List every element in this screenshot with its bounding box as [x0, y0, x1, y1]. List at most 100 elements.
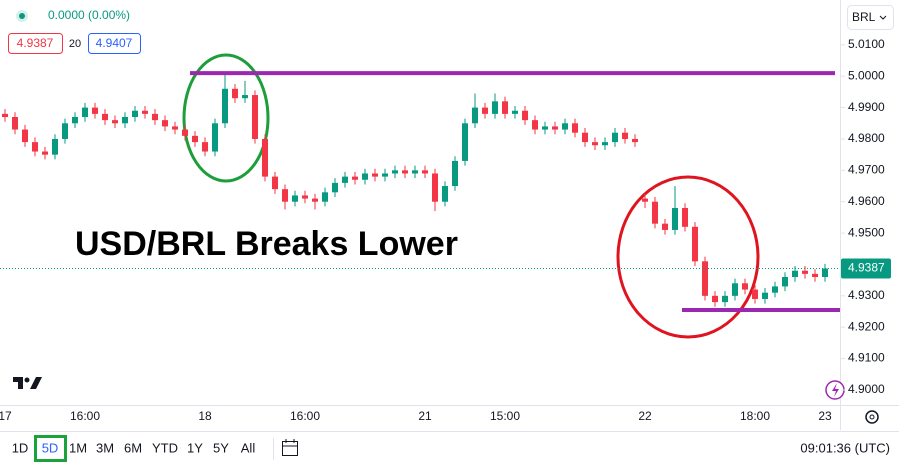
status-dot	[19, 13, 25, 19]
interval-button[interactable]: 1Y	[187, 440, 203, 455]
candle-body	[462, 123, 468, 161]
candle-body	[632, 138, 638, 143]
clock: 09:01:36 (UTC)	[800, 440, 890, 455]
candle-body	[52, 138, 58, 155]
candle-body	[662, 223, 668, 230]
last-price-label: 4.9387	[848, 261, 885, 275]
settings-button[interactable]	[865, 410, 879, 424]
dropdown-caret	[879, 15, 887, 20]
interval-button[interactable]: 3M	[96, 440, 114, 455]
candle-body	[332, 182, 338, 193]
candle-body	[812, 273, 818, 278]
candle-body	[352, 176, 358, 180]
candle-body	[302, 195, 308, 199]
alert-icon	[832, 383, 839, 397]
candle-body	[612, 132, 618, 143]
candle-body	[362, 173, 368, 180]
candle-body	[542, 126, 548, 130]
interval-button[interactable]: 1M	[69, 440, 87, 455]
candle-body	[592, 142, 598, 146]
interval-button[interactable]: 5Y	[213, 440, 229, 455]
x-tick-label: 16:00	[290, 409, 320, 423]
tv-logo	[13, 377, 42, 389]
candle-body	[342, 176, 348, 183]
candle-body	[442, 186, 448, 202]
candle-body	[182, 129, 188, 136]
candle-body	[252, 95, 258, 139]
candle-body	[602, 142, 608, 146]
candle-body	[712, 295, 718, 303]
candle-body	[162, 120, 168, 127]
candle-body	[732, 283, 738, 296]
candle-body	[92, 107, 98, 114]
candle-body	[202, 142, 208, 152]
candle-body	[432, 173, 438, 202]
candle-body	[582, 132, 588, 143]
candle-body	[62, 123, 68, 139]
candle-body	[272, 176, 278, 190]
interval-button[interactable]: YTD	[152, 440, 178, 455]
candle-body	[172, 126, 178, 130]
candle-body	[242, 95, 248, 99]
candle-body	[822, 268, 828, 278]
y-tick-label: 4.9300	[848, 288, 885, 302]
candle-body	[482, 107, 488, 114]
bid-label: 4.9387	[17, 36, 54, 50]
bid-box[interactable]	[8, 33, 63, 54]
candle-body	[112, 120, 118, 124]
candle-body	[792, 270, 798, 278]
candle-body	[502, 101, 508, 114]
candle-body	[692, 226, 698, 262]
candle-body	[372, 173, 378, 177]
candle-body	[572, 123, 578, 133]
y-tick-label: 4.9000	[848, 382, 885, 396]
candle-body	[222, 88, 228, 124]
candle-body	[492, 101, 498, 114]
candle-body	[282, 189, 288, 202]
x-tick-label: 16:00	[70, 409, 100, 423]
candle-body	[22, 129, 28, 143]
x-tick-label: 23	[818, 409, 832, 423]
candle-body	[392, 170, 398, 174]
selected-interval	[34, 435, 67, 462]
interval-button[interactable]: 1D	[12, 440, 29, 455]
ask-label: 4.9407	[96, 36, 133, 50]
interval-button[interactable]: All	[241, 440, 256, 455]
candle-body	[32, 142, 38, 152]
x-tick-label: 17	[0, 409, 12, 423]
candles	[2, 74, 828, 307]
x-tick-label: 18:00	[740, 409, 770, 423]
candle-body	[672, 207, 678, 230]
candle-body	[652, 201, 658, 224]
interval-button[interactable]: 5D	[42, 440, 59, 455]
candle-body	[132, 110, 138, 118]
candle-body	[262, 138, 268, 177]
y-tick-label: 4.9500	[848, 225, 885, 239]
candle-body	[472, 107, 478, 124]
y-tick-label: 4.9600	[848, 194, 885, 208]
candle-body	[412, 170, 418, 174]
last-price-box	[841, 258, 891, 279]
candle-body	[382, 173, 388, 177]
candle-body	[72, 117, 78, 124]
candle-body	[12, 117, 18, 130]
date-range-button[interactable]	[282, 439, 298, 456]
highlight-circle	[616, 175, 760, 339]
candle-body	[762, 292, 768, 299]
currency-select[interactable]	[847, 5, 894, 30]
candle-body	[782, 277, 788, 287]
candle-body	[102, 113, 108, 121]
y-tick-label: 4.9900	[848, 100, 885, 114]
highlight-circle	[182, 53, 270, 183]
y-tick-label: 4.9800	[848, 131, 885, 145]
candle-body	[312, 198, 318, 202]
chart-annotation: USD/BRL Breaks Lower	[75, 225, 458, 263]
candle-body	[82, 107, 88, 118]
ask-box[interactable]	[88, 33, 141, 54]
y-tick-label: 4.9700	[848, 163, 885, 177]
interval-button[interactable]: 6M	[124, 440, 142, 455]
candle-body	[422, 170, 428, 174]
candle-body	[722, 295, 728, 303]
